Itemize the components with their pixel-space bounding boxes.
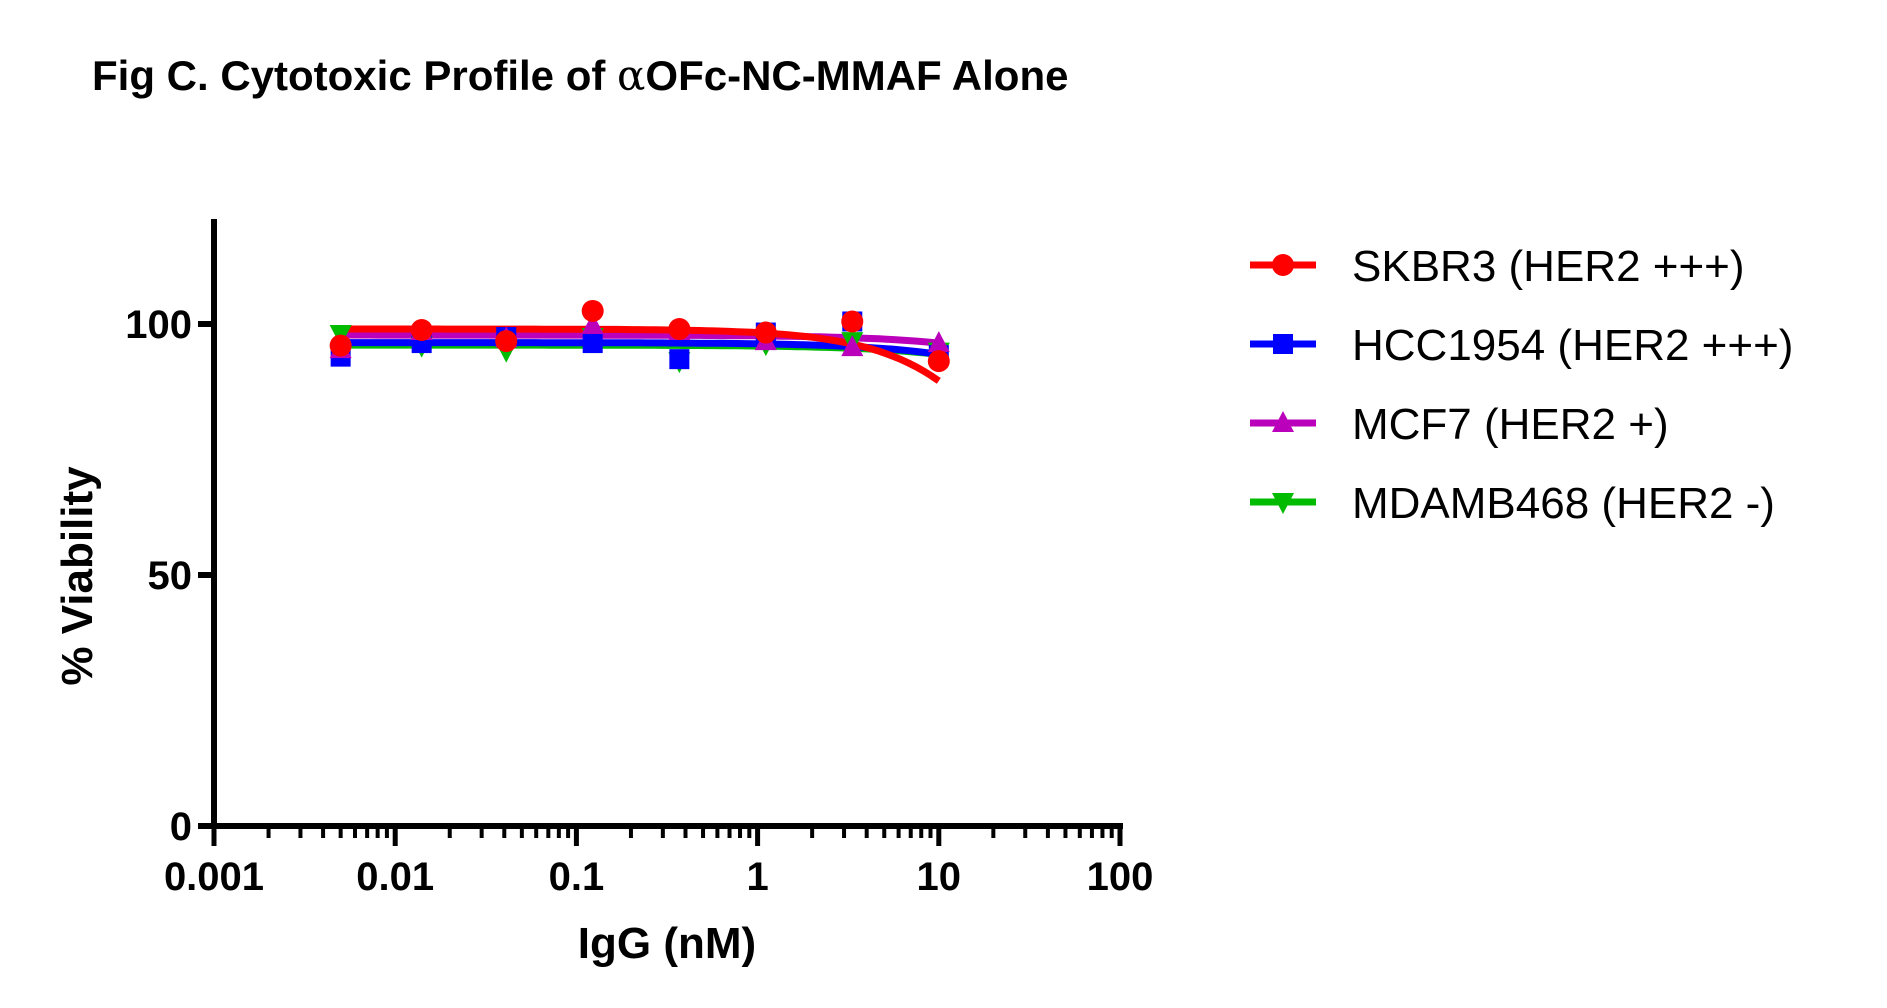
data-point-0 — [754, 321, 777, 344]
legend-label: MDAMB468 (HER2 -) — [1352, 479, 1775, 528]
axes: 0 50 100 0.001 0.01 0.1 1 10 100 — [125, 219, 1153, 899]
data-point-0 — [927, 350, 950, 373]
legend-item: MCF7 (HER2 +) — [1250, 400, 1669, 449]
y-tick-label: 50 — [148, 554, 193, 598]
fit-curves — [340, 325, 941, 384]
legend-label: HCC1954 (HER2 +++) — [1352, 321, 1793, 370]
data-point-0 — [668, 318, 691, 341]
legend-item: MDAMB468 (HER2 -) — [1250, 479, 1775, 528]
data-point-0 — [841, 310, 864, 333]
fit-curve-1 — [340, 339, 940, 358]
data-point-1 — [582, 333, 603, 354]
x-tick-label: 0.001 — [164, 855, 264, 899]
x-axis-label: IgG (nM) — [578, 919, 756, 968]
data-points — [329, 299, 950, 374]
x-tick-label: 0.01 — [356, 855, 434, 899]
x-tick-label: 1 — [746, 855, 768, 899]
data-point-0 — [410, 319, 433, 342]
data-point-0 — [581, 299, 604, 322]
x-tick-label: 10 — [917, 855, 962, 899]
legend-label: MCF7 (HER2 +) — [1352, 400, 1669, 449]
data-point-0 — [495, 330, 518, 353]
y-tick-label: 0 — [170, 805, 192, 849]
data-point-0 — [329, 334, 352, 357]
legend-marker-icon — [1272, 493, 1294, 514]
data-point-2 — [581, 313, 604, 335]
legend-item: HCC1954 (HER2 +++) — [1250, 321, 1793, 370]
x-tick-label: 0.1 — [549, 855, 605, 899]
chart-title: Fig C. Cytotoxic Profile of αOFc-NC-MMAF… — [92, 51, 1068, 100]
legend-marker-icon — [1272, 254, 1294, 276]
x-tick-label: 100 — [1087, 855, 1154, 899]
legend-label: SKBR3 (HER2 +++) — [1352, 242, 1745, 291]
legend-marker-icon — [1273, 334, 1293, 354]
legend-item: SKBR3 (HER2 +++) — [1250, 242, 1745, 291]
y-axis-label: % Viability — [53, 466, 102, 686]
fit-curve-0 — [340, 325, 941, 384]
data-point-2 — [927, 331, 950, 353]
legend: SKBR3 (HER2 +++) HCC1954 (HER2 +++) MCF7 (… — [1250, 242, 1793, 528]
data-point-2 — [841, 335, 864, 357]
y-tick-label: 100 — [125, 303, 192, 347]
fit-curve-2 — [340, 331, 940, 347]
alpha-symbol: α — [617, 51, 645, 100]
legend-marker-icon — [1272, 411, 1294, 432]
data-point-1 — [669, 349, 690, 370]
